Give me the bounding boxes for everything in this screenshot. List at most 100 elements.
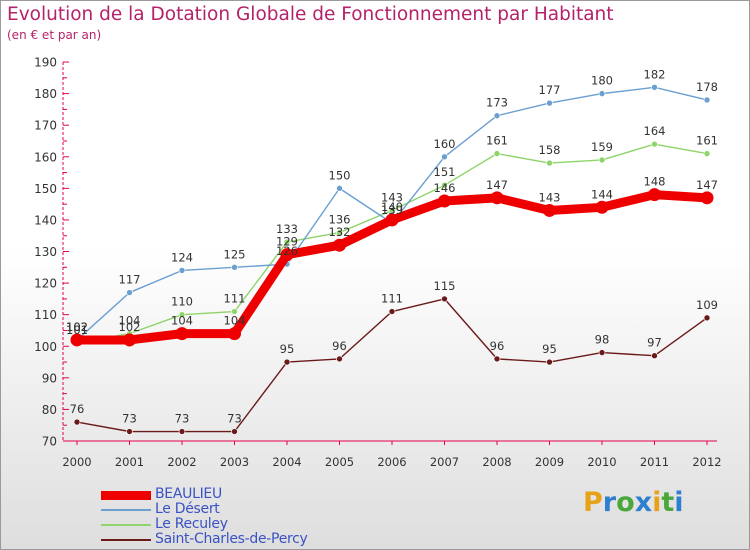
x-tick-label: 2002: [167, 455, 196, 469]
data-point-beaulieu: [648, 188, 661, 202]
data-point-le-desert: [178, 267, 186, 274]
data-point-le-reculey: [651, 140, 658, 148]
data-label-le-reculey: 110: [171, 295, 193, 309]
data-point-beaulieu: [228, 327, 241, 341]
logo-letter: i: [652, 487, 662, 518]
data-point-le-desert: [126, 289, 133, 296]
data-label-beaulieu: 104: [171, 314, 193, 328]
data-point-saint-charles-de-percy: [388, 308, 396, 315]
data-label-le-reculey: 101: [66, 323, 88, 337]
data-point-le-reculey: [231, 308, 238, 315]
logo-letter: t: [661, 487, 675, 518]
data-label-saint-charles-de-percy: 97: [647, 336, 662, 350]
data-point-le-desert: [231, 264, 238, 271]
data-point-saint-charles-de-percy: [73, 418, 81, 426]
legend-swatch-le-reculey: [101, 524, 151, 526]
x-tick-label: 2001: [115, 455, 144, 469]
data-point-saint-charles-de-percy: [598, 349, 606, 356]
logo-letter: o: [616, 487, 635, 518]
data-point-le-desert: [493, 112, 501, 120]
data-point-saint-charles-de-percy: [651, 352, 658, 360]
x-tick-label: 2008: [482, 455, 511, 469]
data-label-le-reculey: 104: [119, 314, 141, 328]
data-point-le-reculey: [493, 150, 501, 157]
data-point-le-reculey: [598, 156, 606, 164]
data-label-le-reculey: 161: [696, 134, 718, 148]
data-label-saint-charles-de-percy: 115: [434, 279, 456, 293]
data-point-beaulieu: [385, 213, 399, 227]
data-point-beaulieu: [333, 238, 346, 252]
data-label-le-reculey: 161: [486, 134, 508, 148]
data-label-le-desert: 124: [171, 250, 193, 264]
data-point-le-desert: [598, 90, 606, 97]
logo-letter: x: [634, 487, 653, 518]
legend-swatch-le-desert: [101, 509, 151, 511]
data-label-saint-charles-de-percy: 98: [595, 333, 610, 347]
data-label-le-desert: 178: [696, 80, 718, 94]
data-point-le-reculey: [703, 150, 711, 157]
data-label-beaulieu: 144: [591, 187, 613, 201]
x-tick-label: 2004: [272, 455, 301, 469]
data-point-le-reculey: [336, 229, 343, 236]
data-label-saint-charles-de-percy: 95: [280, 342, 295, 356]
data-point-saint-charles-de-percy: [283, 358, 291, 366]
y-tick-label: 160: [34, 150, 57, 164]
data-point-saint-charles-de-percy: [126, 428, 133, 435]
data-point-le-reculey: [178, 311, 186, 318]
data-point-beaulieu: [543, 203, 556, 217]
data-point-beaulieu: [700, 191, 714, 205]
data-label-le-desert: 180: [591, 74, 613, 88]
data-point-beaulieu: [280, 248, 294, 262]
legend-label-beaulieu: BEAULIEU: [155, 486, 222, 502]
y-tick-label: 90: [42, 371, 57, 385]
data-label-le-desert: 139: [381, 203, 403, 217]
data-label-beaulieu: 140: [381, 200, 403, 214]
x-tick-label: 2006: [377, 455, 406, 469]
legend-swatch-beaulieu: [101, 491, 151, 500]
data-label-beaulieu: 132: [329, 225, 351, 239]
data-label-saint-charles-de-percy: 111: [381, 292, 403, 306]
x-tick-label: 2009: [535, 455, 564, 469]
chart-title: Evolution de la Dotation Globale de Fonc…: [7, 4, 614, 25]
data-point-le-desert: [546, 99, 553, 107]
y-tick-label: 70: [42, 435, 57, 449]
data-label-le-desert: 173: [486, 96, 508, 110]
data-point-beaulieu: [123, 333, 136, 347]
data-point-le-desert: [336, 185, 343, 192]
data-point-beaulieu: [438, 194, 451, 208]
y-tick-label: 120: [34, 277, 57, 291]
data-label-le-desert: 102: [66, 320, 88, 334]
data-point-beaulieu: [175, 327, 189, 341]
y-tick-label: 190: [34, 56, 57, 70]
data-point-beaulieu: [595, 200, 609, 214]
data-label-le-reculey: 158: [539, 143, 561, 157]
data-label-le-reculey: 159: [591, 140, 613, 154]
data-label-beaulieu: 102: [66, 320, 88, 334]
data-point-beaulieu: [70, 333, 84, 347]
data-point-le-desert: [703, 96, 711, 104]
data-point-le-desert: [441, 153, 448, 161]
y-tick-label: 110: [34, 308, 57, 322]
data-label-beaulieu: 143: [539, 190, 561, 204]
data-point-saint-charles-de-percy: [546, 358, 553, 366]
data-point-le-reculey: [283, 238, 291, 246]
x-tick-label: 2007: [430, 455, 459, 469]
legend-label-saint-charles-de-percy: Saint-Charles-de-Percy: [155, 531, 308, 547]
x-tick-label: 2005: [325, 455, 354, 469]
data-point-le-reculey: [546, 159, 553, 167]
data-label-beaulieu: 148: [644, 175, 666, 189]
x-tick-label: 2010: [587, 455, 616, 469]
data-point-le-reculey: [441, 181, 448, 189]
legend-label-le-desert: Le Désert: [155, 501, 220, 517]
data-label-le-reculey: 133: [276, 222, 298, 236]
proxiti-logo: Proxiti: [583, 487, 684, 518]
data-point-saint-charles-de-percy: [178, 428, 186, 435]
y-tick-label: 80: [42, 403, 57, 417]
data-label-saint-charles-de-percy: 96: [490, 339, 505, 353]
data-label-le-desert: 117: [119, 273, 141, 287]
data-point-beaulieu: [490, 191, 504, 205]
chart-subtitle: (en € et par an): [7, 28, 102, 42]
y-tick-label: 170: [34, 119, 57, 133]
data-label-beaulieu: 147: [486, 178, 508, 192]
